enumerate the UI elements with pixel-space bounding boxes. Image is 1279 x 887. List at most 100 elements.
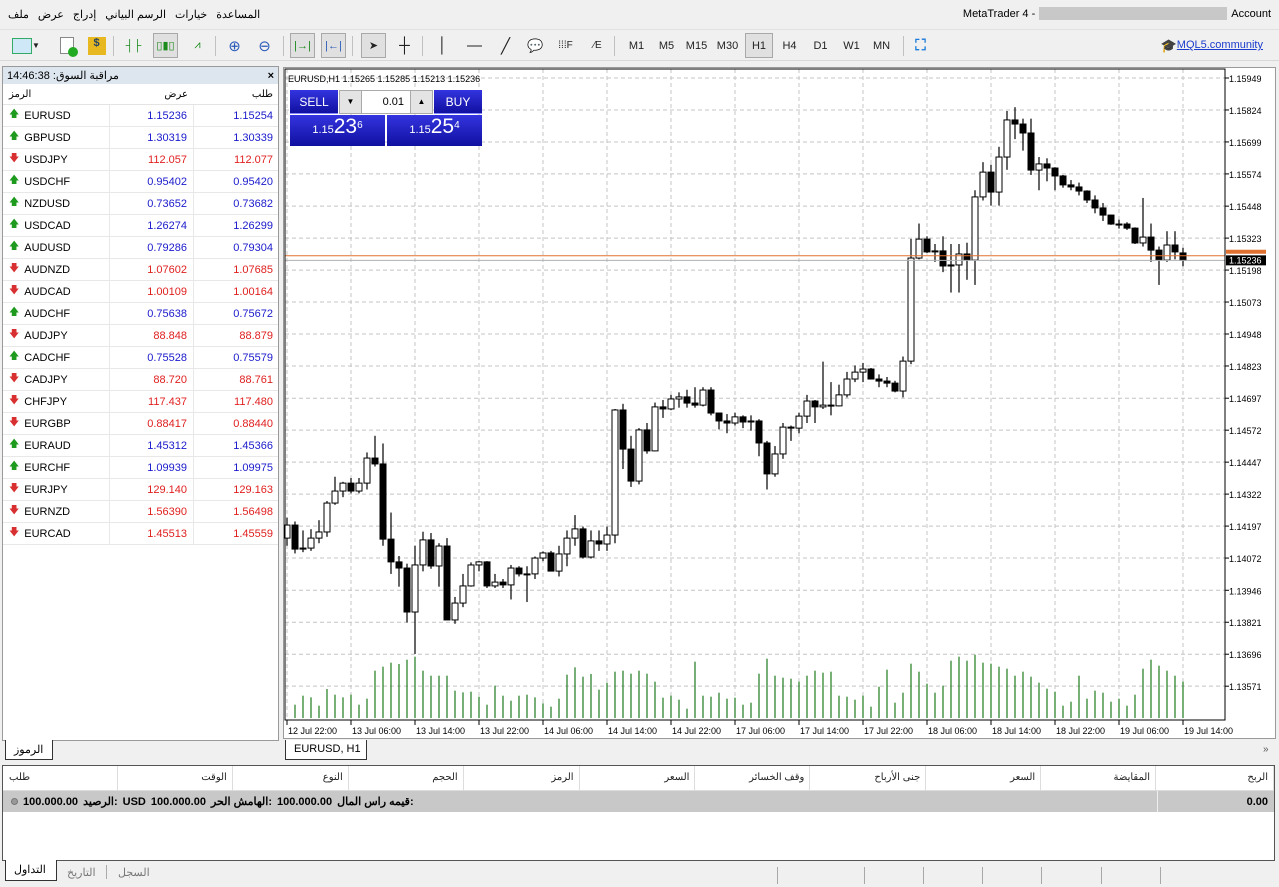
candlestick-chart[interactable]: 1.15949 1.15824 1.15699 1.15574 1.15448 1.153…	[284, 68, 1277, 740]
column-symbol[interactable]: الرمز	[9, 88, 32, 100]
menu-charts[interactable]: الرسم البياني	[105, 9, 166, 21]
market-watch-row[interactable]: 🡇 CADJPY 88.720 88.761	[3, 369, 278, 391]
market-watch-row[interactable]: 🡅 EURUSD 1.15236 1.15254	[3, 105, 278, 127]
market-watch-row[interactable]: 🡇 AUDNZD 1.07602 1.07685	[3, 259, 278, 281]
bar-chart-button[interactable]: ┤├	[121, 33, 146, 58]
horizontal-line-button[interactable]: —	[462, 33, 487, 58]
tab-trade[interactable]: التداول	[5, 860, 57, 881]
menu-help[interactable]: المساعدة	[216, 9, 261, 21]
timeframe-m30[interactable]: M30	[716, 39, 739, 52]
menu-tools[interactable]: خيارات	[175, 9, 208, 21]
buy-price[interactable]: 1.15254	[387, 115, 482, 146]
arrow-up-icon: 🡅	[9, 307, 20, 318]
fibonacci-icon: ⁞⁞⁞F	[558, 40, 573, 51]
market-watch-row[interactable]: 🡇 AUDJPY 88.848 88.879	[3, 325, 278, 347]
candle-body	[1035, 163, 1043, 171]
vertical-line-button[interactable]: │	[430, 33, 455, 58]
menu-insert[interactable]: إدراج	[72, 9, 97, 21]
market-watch-row[interactable]: 🡇 EURNZD 1.56390 1.56498	[3, 501, 278, 523]
terminal-column-header[interactable]: طلب	[3, 766, 118, 790]
zoom-in-button[interactable]: ⊕	[222, 33, 247, 58]
timeframe-m1[interactable]: M1	[628, 39, 645, 52]
collapse-icon[interactable]: »	[1263, 744, 1269, 755]
menu-view[interactable]: عرض	[37, 9, 64, 21]
market-watch-row[interactable]: 🡅 NZDUSD 0.73652 0.73682	[3, 193, 278, 215]
price-tick-label: 1.14572	[1229, 426, 1262, 436]
market-watch-row[interactable]: 🡇 EURGBP 0.88417 0.88440	[3, 413, 278, 435]
terminal-column-header[interactable]: الرمز	[464, 766, 580, 790]
line-chart-button[interactable]: ⩘	[185, 33, 210, 58]
candle-body	[1011, 119, 1019, 125]
sell-price[interactable]: 1.15236	[290, 115, 385, 146]
trendline-button[interactable]: ╱	[493, 33, 518, 58]
menu-file[interactable]: ملف	[8, 9, 29, 21]
terminal-column-header[interactable]: وقف الخسائر	[695, 766, 811, 790]
line-chart-icon: ⩘	[194, 39, 201, 51]
zoom-out-button[interactable]: ⊖	[252, 33, 277, 58]
market-watch-row[interactable]: 🡇 EURJPY 129.140 129.163	[3, 479, 278, 501]
buy-price-prefix: 1.15	[409, 124, 431, 136]
tab-journal[interactable]: السجل	[118, 867, 150, 879]
terminal-column-header[interactable]: السعر	[926, 766, 1042, 790]
market-watch-row[interactable]: 🡇 CHFJPY 117.437 117.480	[3, 391, 278, 413]
timeframe-m5[interactable]: M5	[658, 39, 675, 52]
timeframe-m15[interactable]: M15	[685, 39, 708, 52]
close-icon[interactable]: ×	[267, 69, 274, 82]
market-watch-row[interactable]: 🡅 GBPUSD 1.30319 1.30339	[3, 127, 278, 149]
buy-button[interactable]: BUY	[434, 90, 482, 114]
terminal-column-header[interactable]: جنى الأرباح	[810, 766, 927, 790]
candle-body	[307, 537, 315, 549]
mql5-community-link[interactable]: MQL5.community	[1176, 39, 1263, 51]
terminal-column-header[interactable]: الحجم	[349, 766, 464, 790]
cursor-button[interactable]: ➤	[361, 33, 386, 58]
candle-body	[435, 545, 443, 567]
lot-size-input[interactable]: 0.01	[382, 96, 404, 108]
market-watch-row[interactable]: 🡇 USDJPY 112.057 112.077	[3, 149, 278, 171]
timeframe-mn[interactable]: MN	[872, 39, 891, 52]
ask-cell: 88.761	[239, 374, 273, 386]
terminal-column-header[interactable]: النوع	[233, 766, 349, 790]
candle-body	[315, 531, 323, 539]
sell-price-prefix: 1.15	[312, 124, 334, 136]
period-separator-button[interactable]: ⁄E	[585, 33, 610, 58]
column-ask[interactable]: طلب	[251, 88, 273, 100]
terminal-column-header[interactable]: الوقت	[118, 766, 233, 790]
market-watch-row[interactable]: 🡅 EURAUD 1.45312 1.45366	[3, 435, 278, 457]
terminal-column-header[interactable]: المقايضة	[1041, 766, 1157, 790]
balance-row[interactable]: 100.000.00 الرصيد: USD 100.000.00 الهامش الح…	[3, 791, 1274, 812]
tab-history[interactable]: التاريخ	[67, 867, 96, 879]
terminal-column-header[interactable]: السعر	[580, 766, 696, 790]
fullscreen-button[interactable]: ⛶	[908, 33, 933, 58]
sell-button[interactable]: SELL	[290, 90, 338, 114]
market-watch-row[interactable]: 🡅 USDCHF 0.95402 0.95420	[3, 171, 278, 193]
candle-body	[947, 264, 955, 267]
chart-shift-button[interactable]: |→|	[290, 33, 315, 58]
separator	[903, 36, 904, 56]
market-watch-row[interactable]: 🡅 EURCHF 1.09939 1.09975	[3, 457, 278, 479]
market-watch-row[interactable]: 🡇 AUDCAD 1.00109 1.00164	[3, 281, 278, 303]
crosshair-button[interactable]: ┼	[392, 33, 417, 58]
candle-body	[963, 253, 971, 261]
fibonacci-button[interactable]: ⁞⁞⁞F	[553, 33, 578, 58]
timeframe-w1[interactable]: W1	[843, 39, 860, 52]
market-watch-row[interactable]: 🡅 AUDCHF 0.75638 0.75672	[3, 303, 278, 325]
candlestick-button[interactable]: ▯▮▯	[153, 33, 178, 58]
market-watch-row[interactable]: 🡅 AUDUSD 0.79286 0.79304	[3, 237, 278, 259]
new-chart-button[interactable]: ▼	[8, 33, 44, 58]
timeframe-d1[interactable]: D1	[813, 39, 828, 52]
market-watch-row[interactable]: 🡅 USDCAD 1.26274 1.26299	[3, 215, 278, 237]
market-watch-row[interactable]: 🡅 CADCHF 0.75528 0.75579	[3, 347, 278, 369]
market-watch-row[interactable]: 🡇 EURCAD 1.45513 1.45559	[3, 523, 278, 545]
timeframe-h4[interactable]: H4	[782, 39, 797, 52]
timeframe-h1[interactable]: H1	[745, 33, 773, 58]
autoscroll-button[interactable]: |←|	[321, 33, 346, 58]
tab-symbols[interactable]: الرموز	[5, 740, 53, 760]
new-order-button[interactable]	[54, 33, 79, 58]
decrease-lot-icon[interactable]: ▼	[340, 91, 362, 113]
increase-lot-icon[interactable]: ▲	[410, 91, 432, 113]
terminal-column-header[interactable]: الربح	[1156, 766, 1274, 790]
text-label-button[interactable]: 💬	[523, 33, 548, 58]
column-bid[interactable]: عرض	[164, 88, 188, 100]
auto-trading-button[interactable]: $	[84, 33, 109, 58]
tab-chart-eurusd-h1[interactable]: EURUSD, H1	[285, 740, 367, 760]
